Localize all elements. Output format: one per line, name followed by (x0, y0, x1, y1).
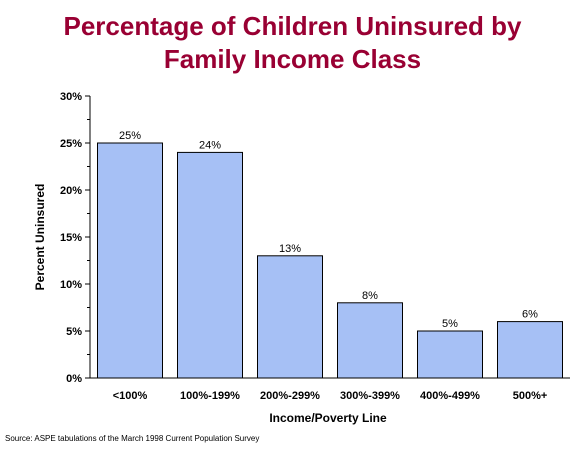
y-tick-label: 30% (60, 91, 82, 103)
x-tick-label: 400%-499% (420, 390, 480, 402)
data-label: 6% (522, 309, 538, 321)
y-tick-label: 15% (60, 232, 82, 244)
y-axis-label: Percent Uninsured (33, 184, 47, 291)
source-note: Source: ASPE tabulations of the March 19… (5, 434, 260, 443)
bar (257, 255, 323, 379)
x-tick-label: 500%+ (513, 390, 548, 402)
y-tick-label: 20% (60, 185, 82, 197)
bar (177, 151, 243, 379)
bar (417, 330, 483, 379)
y-tick-label: 10% (60, 279, 82, 291)
data-label: 5% (442, 318, 458, 330)
chart-title: Percentage of Children Uninsured by Fami… (0, 10, 585, 76)
x-tick-label: 300%-399% (340, 390, 400, 402)
y-axis-ticks: 0% 5% 10% 15% 20% 25% 30% (60, 91, 90, 385)
y-tick-label: 5% (66, 326, 82, 338)
x-tick-label: 200%-299% (260, 390, 320, 402)
axes (89, 96, 570, 379)
x-tick-label: 100%-199% (180, 390, 240, 402)
data-label: 25% (119, 130, 141, 142)
bar (97, 142, 163, 379)
x-axis-label: Income/Poverty Line (269, 411, 387, 425)
data-label: 24% (199, 139, 221, 151)
bar (497, 321, 563, 379)
bar (337, 302, 403, 379)
chart-title-line-2: Family Income Class (163, 44, 422, 74)
data-label: 13% (279, 243, 301, 255)
x-tick-label: <100% (113, 390, 148, 402)
data-label: 8% (362, 290, 378, 302)
chart-title-line-1: Percentage of Children Uninsured by (63, 11, 522, 41)
bars: 25% 24% 13% 8% 5% 6% (97, 130, 563, 379)
y-tick-label: 0% (66, 373, 82, 385)
y-tick-label: 25% (60, 138, 82, 150)
x-tick-labels: <100% 100%-199% 200%-299% 300%-399% 400%-499… (113, 390, 548, 402)
